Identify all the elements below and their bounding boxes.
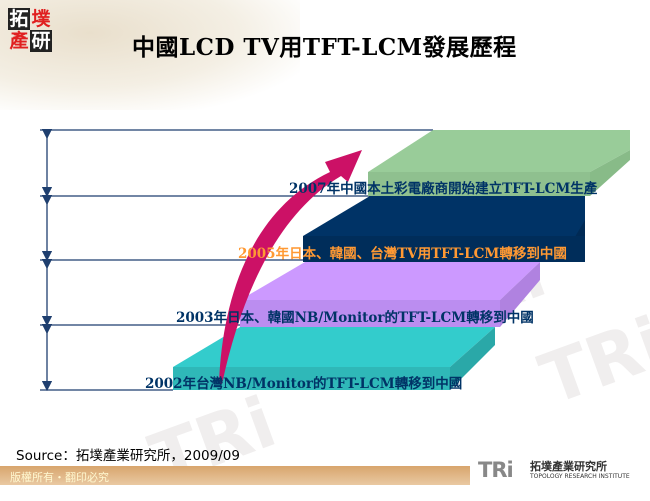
step-2002-slab — [173, 327, 495, 390]
logo-char: 產 — [9, 30, 29, 52]
growth-arrow — [219, 150, 362, 384]
brand-mark: TRi — [478, 458, 514, 482]
step-2007-slab — [368, 130, 630, 196]
logo-char: 研 — [30, 30, 52, 52]
brand-name-en: TOPOLOGY RESEARCH INSTITUTE — [530, 473, 630, 480]
logo: 拓 墣 產 研 — [8, 8, 52, 52]
step-2003-slab — [240, 262, 540, 327]
map-background — [0, 0, 300, 110]
step-label-2003: 2003年日本、韓國NB/Monitor的TFT-LCM轉移到中國 — [176, 310, 534, 326]
timeline-diagram — [40, 128, 630, 392]
step-2005-slab — [303, 196, 585, 262]
brand-name-cn: 拓墣產業研究所 — [530, 460, 607, 473]
source-note: Source：拓墣產業研究所，2009/09 — [16, 448, 240, 464]
step-label-2005: 2005年日本、韓國、台灣TV用TFT-LCM轉移到中國 — [238, 246, 567, 262]
logo-char: 墣 — [31, 8, 51, 30]
brand-logo-area — [470, 458, 650, 485]
step-label-2002: 2002年台灣NB/Monitor的TFT-LCM轉移到中國 — [145, 376, 463, 392]
copyright-text: 版權所有・翻印必究 — [10, 471, 109, 484]
axis-lines — [40, 128, 433, 392]
page-title: 中國LCD TV用TFT-LCM發展歷程 — [132, 34, 517, 61]
step-label-2007: 2007年中國本土彩電廠商開始建立TFT-LCM生產 — [289, 181, 598, 197]
logo-char: 拓 — [8, 8, 30, 30]
